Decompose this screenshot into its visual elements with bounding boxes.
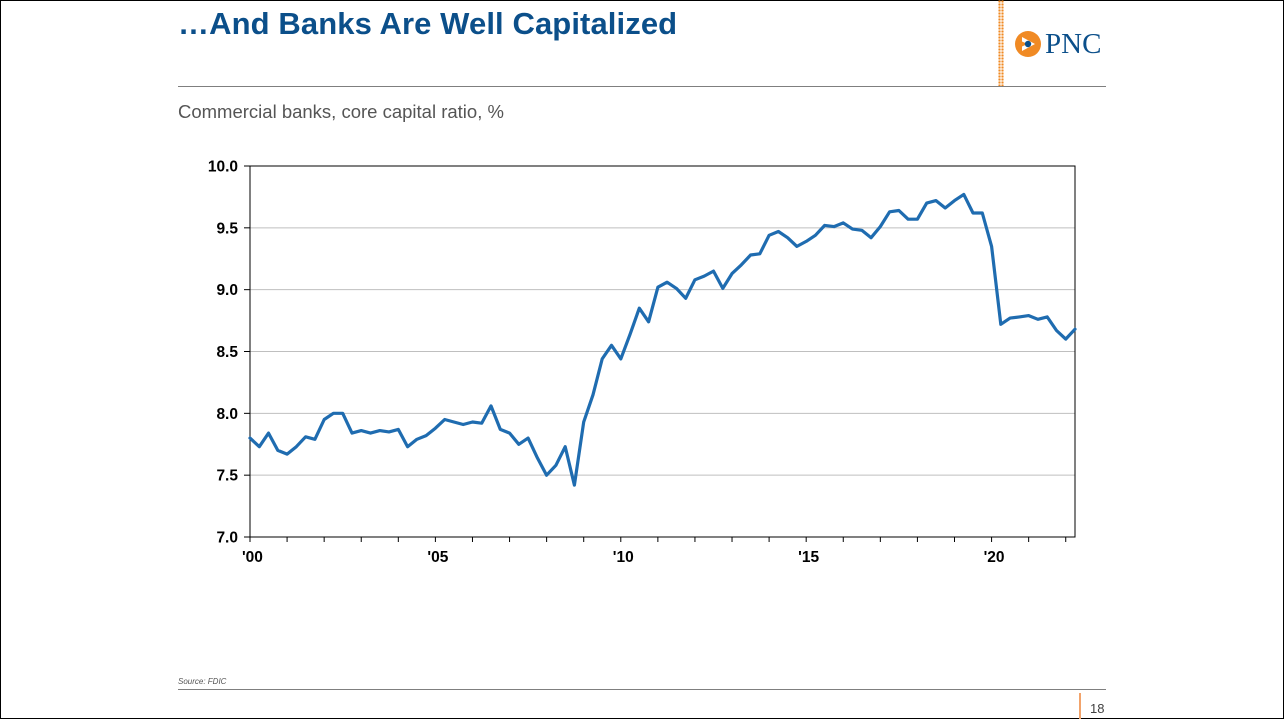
chart-subtitle: Commercial banks, core capital ratio, %	[178, 101, 504, 122]
slide-title: …And Banks Are Well Capitalized	[178, 6, 678, 41]
page-number: 18	[1090, 701, 1105, 716]
header-rule	[178, 86, 1106, 87]
chart-axes	[244, 165, 1076, 542]
y-tick-label: 9.0	[216, 282, 238, 299]
pnc-logo-mark-icon	[1015, 31, 1041, 57]
gridlines	[250, 165, 1075, 476]
series-layer	[248, 192, 1077, 487]
x-tick-label: '05	[427, 549, 448, 566]
plot-frame	[249, 165, 1076, 538]
tick-labels: 7.0 7.5 8.0 8.5 9.0 9.5 10.0 '00 '05 '10 '15 '20	[208, 159, 1005, 567]
pnc-logo-text: PNC	[1045, 27, 1102, 60]
x-tick-label: '20	[984, 549, 1005, 566]
y-tick-label: 9.5	[216, 220, 238, 237]
y-tick-label: 10.0	[208, 159, 238, 176]
x-tick-label: '15	[798, 549, 819, 566]
source-note: Source: FDIC	[178, 677, 227, 686]
y-tick-label: 7.0	[216, 530, 238, 547]
pnc-logo: PNC	[1014, 24, 1101, 64]
series-line	[248, 192, 1077, 487]
page-number-accent-bar	[1079, 693, 1081, 719]
x-tick-label: '10	[613, 549, 634, 566]
footer-rule	[178, 689, 1106, 690]
y-tick-label: 7.5	[216, 468, 238, 485]
y-tick-label: 8.5	[216, 344, 238, 361]
header-dotted-separator	[998, 0, 1004, 86]
x-tick-label: '00	[242, 549, 263, 566]
y-tick-label: 8.0	[216, 406, 238, 423]
